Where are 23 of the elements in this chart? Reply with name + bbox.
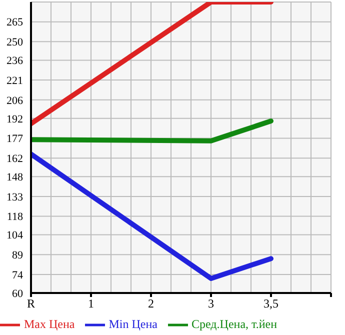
legend-label: Max Цена [24, 316, 75, 331]
y-tick-label: 148 [6, 172, 24, 184]
y-tick-label: 177 [6, 133, 24, 146]
x-tick-label: 3 [208, 296, 214, 311]
y-tick-label: 192 [6, 113, 23, 126]
x-tick-label: 1 [88, 296, 94, 311]
y-tick-label: 221 [6, 74, 23, 87]
legend-label: Сред.Цена, т.йен [192, 316, 278, 331]
x-tick-label: R [26, 296, 36, 311]
x-tick-label: 3,5 [264, 296, 278, 311]
y-tick-label: 89 [12, 250, 24, 262]
y-tick-label: 118 [6, 211, 24, 224]
y-tick-label: 265 [6, 16, 24, 29]
y-tick-label: 236 [6, 55, 24, 68]
y-tick-label: 60 [12, 288, 24, 300]
y-tick-label: 162 [6, 152, 23, 165]
y-tick-label: 133 [6, 191, 24, 204]
y-tick-label: 104 [6, 230, 24, 242]
y-tick-label: 206 [6, 94, 24, 107]
legend-label: Min Цена [108, 316, 158, 331]
x-tick-label: 2 [148, 296, 154, 311]
y-tick-label: 250 [6, 36, 24, 49]
y-tick-label: 74 [12, 269, 24, 282]
